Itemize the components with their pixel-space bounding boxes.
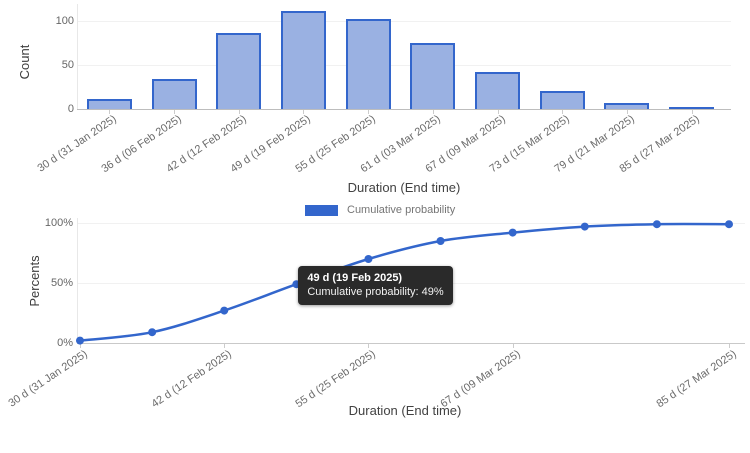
- line-x-tick-label: 85 d (27 Mar 2025): [654, 348, 739, 411]
- histogram-x-tick-mark: [303, 110, 305, 114]
- data-point-marker[interactable]: [436, 237, 445, 245]
- histogram-bar[interactable]: [151, 78, 197, 109]
- histogram-gridline-50: [77, 64, 731, 66]
- line-y-tick-label: 100%: [44, 217, 73, 229]
- histogram-x-tick-mark: [238, 110, 240, 114]
- tooltip-title: 49 d (19 Feb 2025): [307, 272, 403, 284]
- histogram-y-tick-label: 0: [67, 103, 74, 115]
- legend-color-swatch: [305, 204, 338, 216]
- cumulative-probability-line: [79, 222, 730, 342]
- histogram-x-axis-line: [77, 109, 731, 110]
- histogram-bar[interactable]: [475, 71, 521, 109]
- line-x-tick-mark: [80, 344, 81, 348]
- data-point-marker[interactable]: [220, 306, 229, 315]
- line-x-tick-label: 67 d (09 Mar 2025): [438, 348, 523, 411]
- histogram-bar[interactable]: [410, 42, 456, 109]
- line-y-tick-label: 0%: [57, 337, 73, 349]
- histogram-bar[interactable]: [604, 102, 650, 109]
- legend-label: Cumulative probability: [347, 204, 456, 216]
- histogram-bar[interactable]: [216, 32, 262, 109]
- line-x-tick-mark: [224, 344, 226, 348]
- data-point-marker[interactable]: [725, 220, 733, 229]
- histogram-gridline-100: [77, 20, 731, 22]
- tooltip: 49 d (19 Feb 2025) Cumulative probabilit…: [298, 266, 453, 305]
- histogram-x-tick-mark: [109, 110, 111, 114]
- histogram-x-tick-mark: [174, 110, 176, 114]
- line-y-tick-label: 50%: [50, 277, 73, 289]
- line-x-tick-mark: [368, 344, 370, 348]
- histogram-x-tick-mark: [626, 110, 628, 114]
- histogram-bar[interactable]: [345, 18, 391, 109]
- histogram-y-tick-label: 100: [55, 14, 74, 27]
- line-x-tick-mark: [512, 344, 514, 348]
- line-x-tick-label: 55 d (25 Feb 2025): [293, 348, 379, 411]
- line-x-tick-label: 42 d (12 Feb 2025): [149, 348, 234, 411]
- histogram-x-tick-mark: [368, 110, 370, 114]
- legend-item-cumulative-probability[interactable]: Cumulative probability: [305, 204, 455, 216]
- line-x-tick-mark: [729, 344, 730, 348]
- data-point-marker[interactable]: [580, 222, 589, 231]
- data-point-marker[interactable]: [148, 328, 157, 337]
- line-x-axis-line: [77, 343, 745, 344]
- line-x-tick-label: 30 d (31 Jan 2025): [6, 348, 90, 410]
- data-point-marker[interactable]: [76, 336, 84, 345]
- histogram-bar[interactable]: [280, 10, 326, 109]
- histogram-y-tick-label: 50: [61, 58, 74, 71]
- histogram-bar[interactable]: [86, 99, 132, 109]
- histogram-x-axis-title: Duration (End time): [347, 180, 461, 195]
- histogram-x-tick-mark: [432, 110, 434, 114]
- histogram-plot-left-border: [77, 4, 78, 109]
- simulation-result-charts: Count 0 50 100 30 d (31 Jan 2025) 36 d (06 …: [6, 4, 745, 418]
- data-point-marker[interactable]: [364, 255, 373, 263]
- line-plot-left-border: [77, 218, 78, 343]
- tooltip-body: Cumulative probability: 49%: [307, 286, 444, 298]
- data-point-marker[interactable]: [508, 228, 517, 237]
- histogram-x-tick-mark: [497, 110, 499, 114]
- line-x-axis-title: Duration (End time): [348, 403, 462, 418]
- histogram-x-tick-mark: [562, 110, 564, 114]
- histogram-bar[interactable]: [669, 107, 715, 109]
- line-gridline-100: [77, 223, 745, 224]
- cumulative-line-svg: [76, 220, 733, 345]
- histogram-bar[interactable]: [539, 91, 585, 109]
- histogram-x-tick-mark: [691, 110, 693, 114]
- data-point-marker[interactable]: [652, 220, 661, 229]
